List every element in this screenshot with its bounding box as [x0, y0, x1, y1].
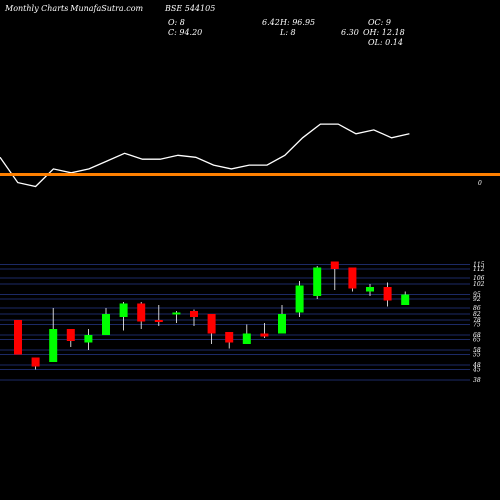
- candle-body: [348, 267, 357, 289]
- source-label: - MunafaSutra.com: [65, 4, 144, 13]
- oh-label: OH: 12.18: [363, 28, 405, 37]
- candle-body: [31, 357, 40, 367]
- symbol-label: BSE 544105: [165, 4, 216, 13]
- candle-body: [401, 294, 410, 305]
- candle-body: [313, 267, 322, 296]
- y-tick-label: 75: [473, 322, 481, 329]
- candle-body: [119, 303, 128, 317]
- chart-type-label: Monthly Charts: [5, 4, 69, 13]
- price-line: [0, 123, 410, 188]
- y-tick-label: 106: [473, 275, 485, 282]
- close-label: C: 94.20: [168, 28, 203, 37]
- candle-body: [190, 311, 198, 317]
- candle-body: [225, 332, 234, 343]
- candle-body: [14, 320, 22, 355]
- y-tick-label: 48: [472, 362, 481, 369]
- oc-fraction: 6.30: [341, 28, 359, 37]
- candle-body: [260, 333, 269, 337]
- candle-body: [172, 312, 181, 315]
- y-tick-label: 68: [473, 332, 481, 339]
- y-tick-label: 55: [473, 352, 481, 359]
- candle-body: [137, 303, 146, 322]
- oc-label: OC: 9: [368, 18, 392, 27]
- open-fraction: 6.42: [262, 18, 280, 27]
- candle-body: [102, 314, 110, 335]
- price-line-panel: [0, 123, 410, 188]
- y-tick-label: 82: [473, 311, 481, 318]
- candle-body: [242, 333, 251, 344]
- candle-body: [295, 285, 304, 313]
- y-tick-label: 115: [473, 262, 485, 269]
- y-tick-label: 92: [473, 296, 481, 303]
- y-tick-label: 65: [473, 337, 481, 344]
- candle-body: [84, 335, 93, 343]
- candles: [14, 261, 410, 370]
- high-label: H: 96.95: [280, 18, 316, 27]
- y-tick-label: 112: [473, 266, 485, 273]
- open-label: O: 8: [168, 18, 185, 27]
- ol-label: OL: 0.14: [368, 38, 403, 47]
- candle-body: [154, 320, 163, 322]
- candle-body: [330, 261, 339, 269]
- y-tick-label: 45: [472, 367, 481, 374]
- low-label: L: 8: [280, 28, 296, 37]
- panel-divider: [0, 173, 500, 176]
- y-tick-label: 58: [473, 347, 481, 354]
- candle-body: [49, 329, 58, 362]
- candle-body: [278, 314, 286, 334]
- divider-mark: 0: [478, 180, 482, 187]
- candle-body: [66, 329, 75, 341]
- candle-body: [383, 287, 392, 301]
- y-tick-label: 78: [473, 317, 481, 324]
- candle-body: [207, 314, 216, 334]
- y-tick-label: 95: [473, 292, 481, 299]
- y-tick-label: 38: [473, 377, 481, 384]
- candle-body: [366, 287, 374, 292]
- y-tick-label: 86: [473, 305, 481, 312]
- y-tick-label: 102: [473, 281, 485, 288]
